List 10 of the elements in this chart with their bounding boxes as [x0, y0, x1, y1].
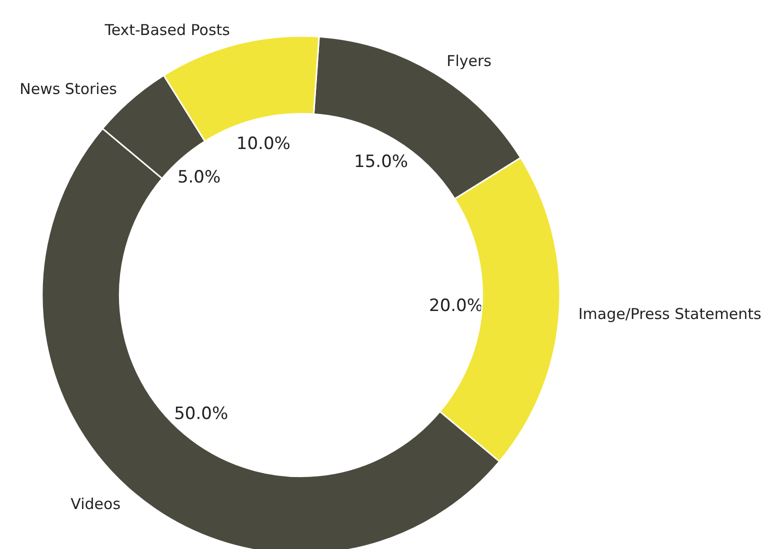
- data-label: 10.0%: [236, 134, 290, 154]
- data-label: 5.0%: [177, 168, 221, 188]
- slice-label: Videos: [70, 495, 121, 514]
- slice-label: News Stories: [20, 80, 118, 98]
- slice-label: Image/Press Statements: [578, 305, 762, 324]
- data-label: 50.0%: [174, 404, 228, 424]
- data-label: 15.0%: [354, 152, 408, 172]
- slice-label: Text-Based Posts: [104, 21, 230, 40]
- slice-label: Flyers: [446, 52, 492, 70]
- data-label: 20.0%: [429, 296, 484, 316]
